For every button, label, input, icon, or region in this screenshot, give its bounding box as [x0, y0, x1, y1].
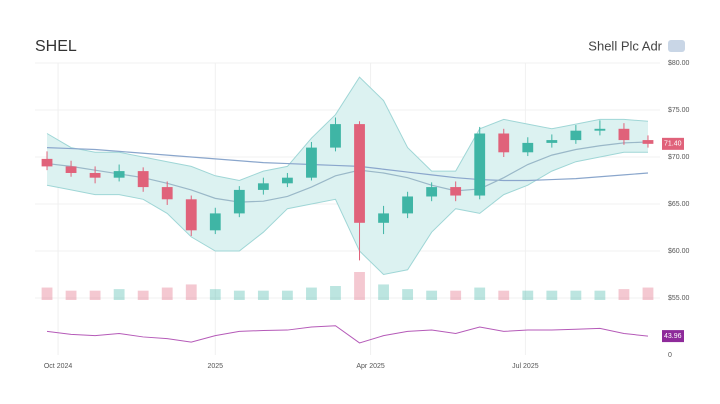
volume-bar — [233, 290, 245, 300]
volume-bar — [330, 286, 341, 300]
x-tick-label: Apr 2025 — [356, 363, 385, 370]
band-lower — [46, 151, 648, 276]
candle-body — [498, 133, 510, 153]
volume-bar — [474, 287, 486, 300]
rsi-tag — [662, 330, 684, 343]
flag-icon — [668, 40, 685, 52]
volume-bar — [65, 290, 77, 300]
y-tick-label: $55.00 — [668, 295, 690, 302]
volume-bar — [402, 289, 414, 300]
x-tick-label: 2025 — [207, 363, 223, 370]
candle-body — [354, 124, 365, 223]
candle-body — [89, 172, 101, 178]
candle-body — [378, 213, 389, 223]
volume-bar — [426, 290, 438, 300]
rsi-line — [46, 325, 649, 344]
candle-body — [450, 187, 462, 196]
volume-bar — [546, 290, 558, 300]
volume-bar — [185, 284, 197, 300]
volume-bar — [594, 290, 606, 300]
volume-bar — [41, 287, 53, 300]
candle-body — [137, 171, 149, 188]
volume-bar — [209, 289, 221, 300]
candle-body — [41, 158, 53, 167]
volume-bar — [306, 287, 317, 300]
volume-bar — [161, 287, 173, 300]
candle-body — [570, 130, 582, 141]
volume-bar — [113, 289, 125, 300]
chart-subtitle: Shell Plc Adr — [588, 38, 662, 53]
candle-body — [330, 124, 341, 148]
candle-body — [474, 133, 486, 196]
volume-bar — [570, 290, 582, 300]
volume-bar — [89, 290, 101, 300]
candle-body — [594, 128, 606, 131]
volume-bar — [450, 290, 462, 300]
y-tick-label: $75.00 — [668, 107, 690, 114]
candle-body — [233, 189, 245, 214]
volume-bar — [378, 284, 389, 300]
candle-body — [306, 147, 317, 178]
candle-body — [185, 199, 197, 231]
volume-bar — [642, 287, 654, 300]
y-tick-label: $60.00 — [668, 248, 690, 255]
y-tick-label: $70.00 — [668, 154, 690, 161]
candle-body — [642, 140, 654, 144]
band-upper — [46, 76, 649, 182]
candle-body — [281, 177, 293, 184]
candle-body — [522, 142, 534, 153]
rsi-tick-label: 0 — [668, 352, 672, 359]
candle-body — [161, 187, 173, 200]
x-tick-label: Oct 2024 — [44, 363, 73, 370]
volume-bar — [522, 290, 534, 300]
rsi-tag-label: 43.96 — [664, 333, 682, 340]
candle-body — [257, 183, 269, 190]
volume-bar — [498, 290, 510, 300]
candle-body — [65, 166, 77, 173]
volume-bar — [354, 272, 365, 300]
band-fill — [47, 77, 648, 275]
candle-body — [618, 128, 630, 141]
volume-bar — [137, 290, 149, 300]
volume-bar — [618, 289, 630, 300]
price-tag-label: 71.40 — [664, 141, 682, 148]
chart-title: SHEL — [35, 38, 77, 55]
x-tick-label: Jul 2025 — [512, 363, 539, 370]
volume-bar — [257, 290, 269, 300]
candle-body — [546, 140, 558, 143]
moving-average — [46, 147, 649, 182]
y-tick-label: $80.00 — [668, 60, 690, 67]
y-tick-label: $65.00 — [668, 201, 690, 208]
candle-body — [426, 187, 438, 197]
candle-body — [113, 171, 125, 178]
price-tag — [662, 137, 684, 150]
volume-bar — [281, 290, 293, 300]
candle-body — [209, 213, 221, 231]
candle-body — [402, 196, 414, 214]
